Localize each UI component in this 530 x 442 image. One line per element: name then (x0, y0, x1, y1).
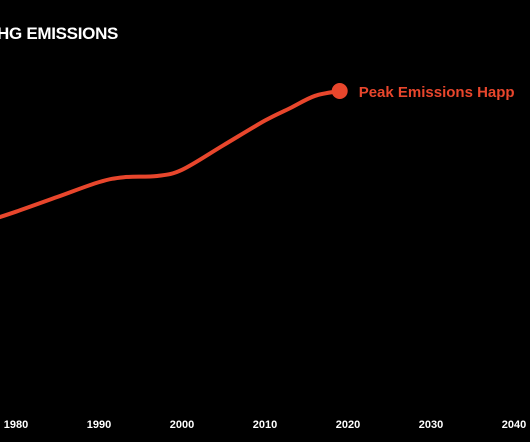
x-tick-label: 2000 (170, 419, 194, 431)
peak-annotation-label: Peak Emissions Happ (359, 84, 515, 101)
chart-title: HG EMISSIONS (0, 24, 118, 43)
emissions-line (0, 89, 342, 220)
series-layer (0, 89, 342, 220)
x-tick-label: 2040 (502, 419, 526, 431)
x-tick-label: 1980 (4, 419, 28, 431)
annotation-layer: Peak Emissions Happ (331, 83, 515, 101)
peak-marker (331, 83, 348, 99)
x-tick-label: 2030 (419, 419, 443, 431)
x-tick-label: 1990 (87, 419, 111, 431)
x-tick-label: 2020 (336, 419, 360, 431)
x-tick-label: 2010 (253, 419, 277, 431)
x-axis-ticks: 1980 1990 2000 2010 2020 2030 2040 (4, 419, 526, 431)
